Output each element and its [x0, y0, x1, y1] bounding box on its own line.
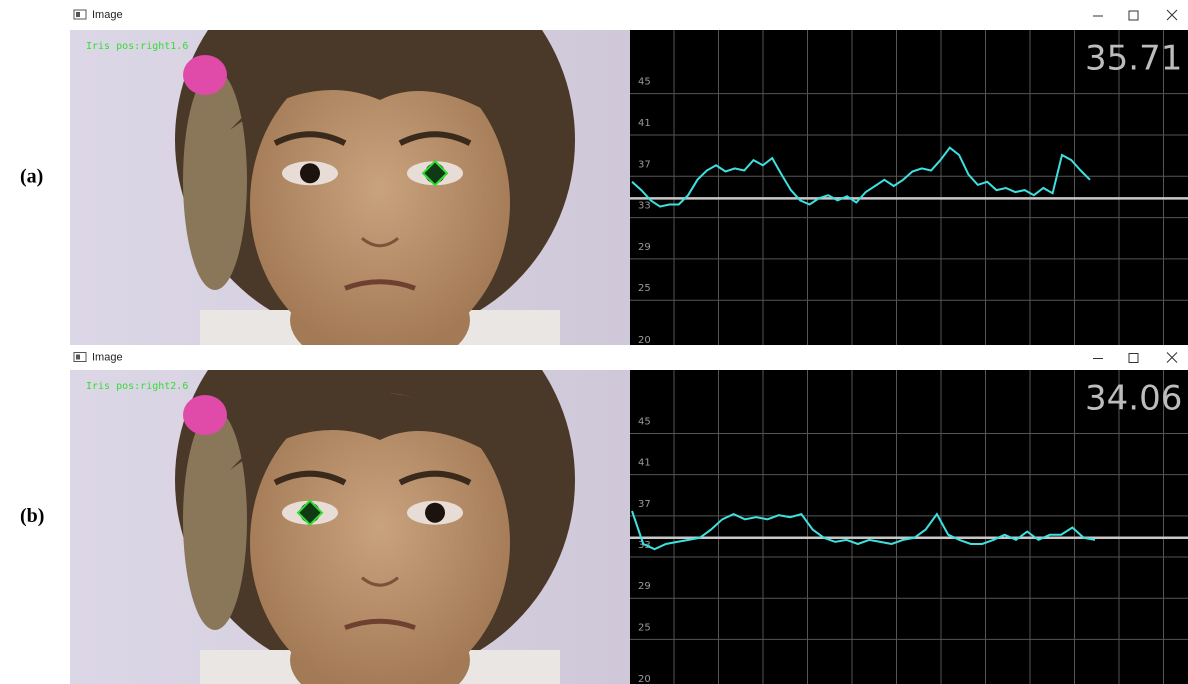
y-tick-label: 45	[638, 416, 651, 427]
window-title: Image	[92, 9, 123, 21]
pony-tail	[183, 410, 247, 630]
y-tick-label: 29	[638, 581, 651, 592]
title-bar	[70, 345, 1188, 370]
pony-tail	[183, 70, 247, 290]
pupil	[300, 163, 320, 183]
y-tick-label: 37	[638, 159, 651, 170]
overlay-text: Iris pos:right2.6	[86, 381, 188, 392]
y-tick-label: 37	[638, 499, 651, 510]
y-tick-label: 29	[638, 242, 651, 253]
y-tick-label: 25	[638, 622, 651, 633]
reading: 34.06	[1085, 379, 1182, 419]
hair-clip	[183, 55, 227, 95]
title-bar	[70, 0, 1188, 30]
reading: 35.71	[1085, 39, 1182, 79]
overlay-text: Iris pos:right1.6	[86, 41, 188, 52]
page: {"panels": [ {"label": "(a)", "window_ti…	[0, 0, 1188, 684]
screenshot: (a) Image Iris pos:right1.6 45 41 37 33 29 25 20 3…	[0, 0, 1188, 684]
y-tick-label: 33	[638, 201, 651, 212]
y-tick-label: 41	[638, 458, 651, 469]
panel-label: (a)	[20, 166, 43, 188]
hair-clip	[183, 395, 227, 435]
window-icon-inner	[76, 355, 80, 360]
panel-label: (b)	[20, 505, 44, 527]
window-title: Image	[92, 351, 123, 363]
y-tick-label: 41	[638, 118, 651, 129]
y-tick-label: 20	[638, 335, 651, 346]
window: (a) Image Iris pos:right1.6 45 41 37 33 29 25 20 3…	[20, 0, 1188, 370]
plot: 45 41 37 33 29 25 20 35.71	[630, 30, 1188, 352]
pupil	[425, 503, 445, 523]
y-tick-label: 45	[638, 77, 651, 88]
window-icon-inner	[76, 12, 80, 17]
y-tick-label: 25	[638, 283, 651, 294]
photo: Iris pos:right1.6	[70, 0, 630, 370]
y-tick-label: 20	[638, 674, 651, 684]
